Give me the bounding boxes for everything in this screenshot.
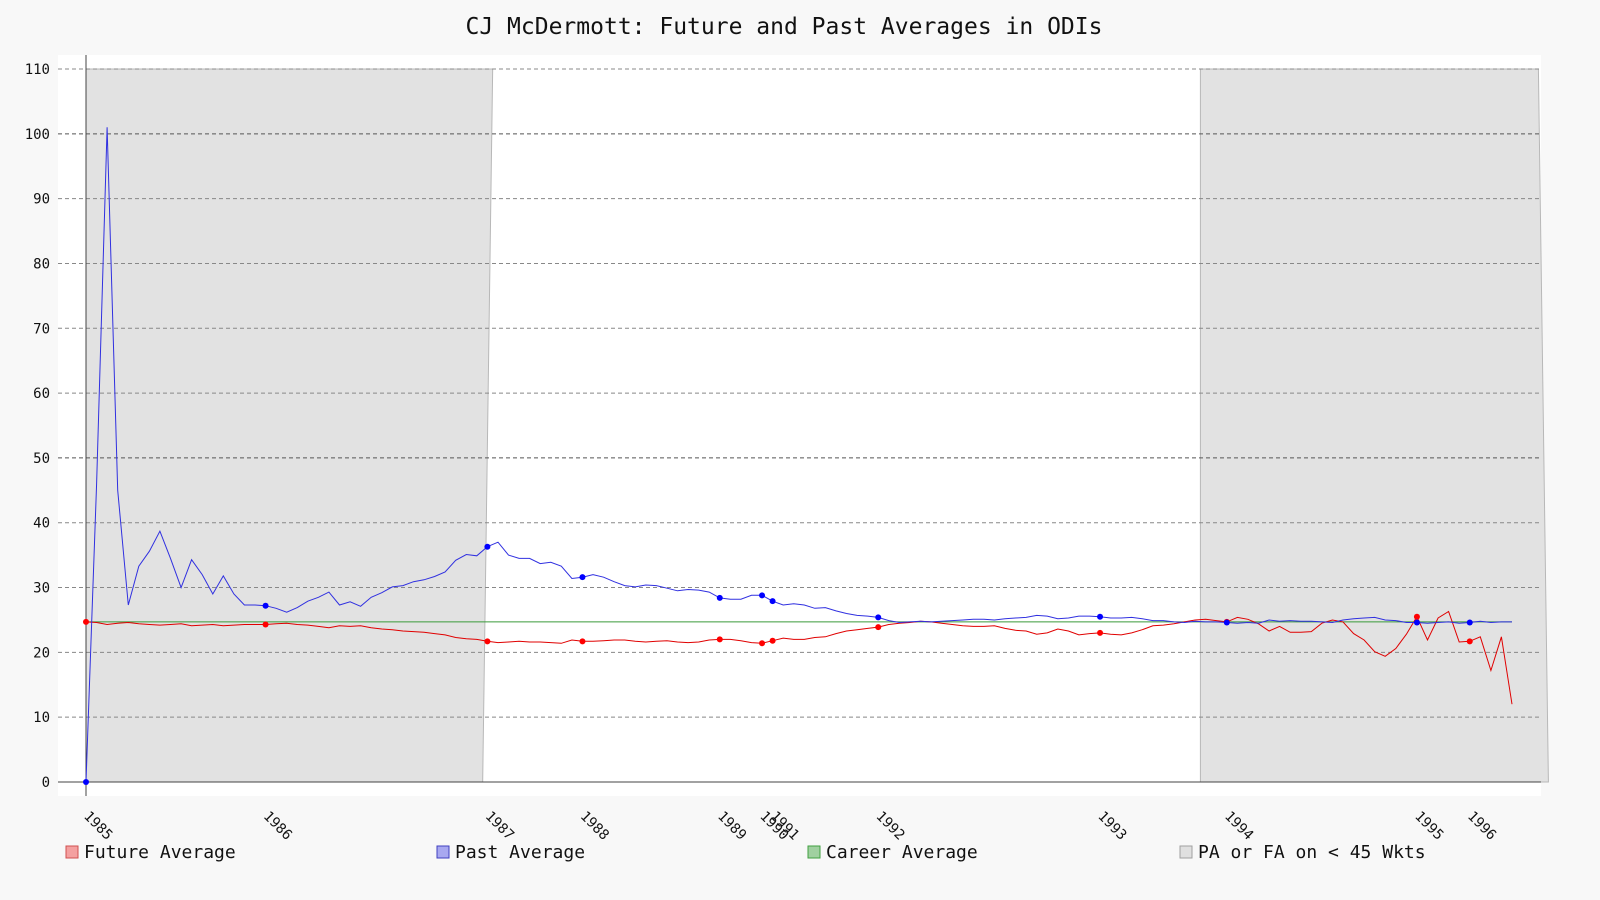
- past-average-marker: [1223, 619, 1230, 626]
- future-average-marker: [1466, 638, 1473, 645]
- x-tick-label: 1985: [80, 808, 115, 843]
- future-average-marker: [875, 624, 882, 631]
- shaded-region-low-wickets: [1199, 68, 1549, 783]
- past-average-marker: [759, 592, 766, 599]
- x-tick-label: 1992: [873, 808, 908, 843]
- x-tick-label: 1993: [1094, 808, 1129, 843]
- future-average-marker: [579, 638, 586, 645]
- future-average-marker: [83, 618, 89, 625]
- y-tick-label: 30: [33, 581, 50, 597]
- y-tick-label: 40: [33, 516, 50, 532]
- legend-swatch: [65, 845, 79, 859]
- past-average-marker: [1413, 619, 1420, 626]
- y-tick-label: 60: [33, 386, 50, 402]
- past-average-marker: [262, 602, 269, 609]
- x-tick-label: 1986: [260, 808, 295, 843]
- future-average-line: [85, 610, 1513, 705]
- future-average-marker: [262, 621, 269, 628]
- legend-label: Career Average: [826, 842, 978, 863]
- y-tick-label: 80: [33, 256, 50, 272]
- legend-label: PA or FA on < 45 Wkts: [1198, 842, 1426, 863]
- y-tick-label: 20: [33, 645, 50, 661]
- y-tick-label: 110: [25, 62, 50, 78]
- x-tick-label: 1989: [714, 808, 749, 843]
- y-tick-label: 50: [33, 451, 50, 467]
- x-tick-label: 1995: [1411, 808, 1446, 843]
- legend-label: Past Average: [455, 842, 585, 863]
- past-average-marker: [579, 574, 586, 581]
- past-average-marker: [1466, 619, 1473, 626]
- legend-swatch: [807, 845, 821, 859]
- future-average-marker: [1413, 613, 1420, 620]
- y-tick-label: 100: [25, 127, 50, 143]
- future-average-marker: [769, 637, 776, 644]
- past-average-marker: [769, 598, 776, 605]
- y-tick-label: 10: [33, 710, 50, 726]
- future-average-marker: [484, 638, 491, 645]
- x-tick-label: 1996: [1464, 808, 1499, 843]
- future-average-marker: [759, 640, 766, 647]
- chart-container: CJ McDermott: Future and Past Averages i…: [24, 14, 1549, 863]
- legend-swatch: [436, 845, 450, 859]
- past-average-line: [85, 127, 1512, 783]
- y-tick-label: 90: [33, 192, 50, 208]
- legend-swatch: [1179, 845, 1193, 859]
- legend-label: Future Average: [84, 842, 236, 863]
- past-average-marker: [875, 614, 882, 621]
- future-average-marker: [716, 636, 723, 643]
- past-average-marker: [83, 779, 89, 785]
- x-tick-label: 1994: [1221, 808, 1256, 843]
- shaded-region-low-wickets: [85, 68, 494, 783]
- y-tick-label: 70: [33, 321, 50, 337]
- chart-title: CJ McDermott: Future and Past Averages i…: [466, 14, 1103, 40]
- x-tick-label: 1988: [577, 808, 612, 843]
- plot-area: 0 10 20 30 40 50 60 70 80 90 100 110 1985 1986 1987 198…: [25, 55, 1549, 843]
- y-tick-label: 0: [42, 775, 50, 791]
- past-average-marker: [484, 543, 491, 550]
- past-average-marker: [1097, 613, 1104, 620]
- x-tick-label: 1987: [482, 808, 517, 843]
- future-average-marker: [1097, 629, 1104, 636]
- past-average-marker: [716, 594, 723, 601]
- legend: Future Average Past Average Career Average…: [65, 842, 1426, 863]
- chart-svg: CJ McDermott: Future and Past Averages i…: [25, 14, 1549, 863]
